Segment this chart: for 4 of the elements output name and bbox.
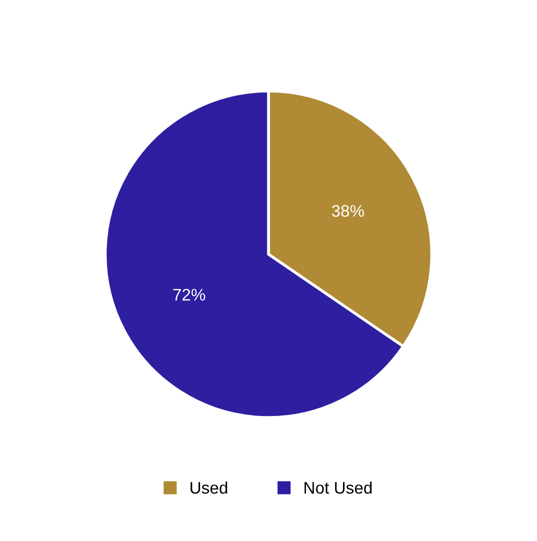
legend-label: Used [190,481,228,494]
data-label: 38% [332,205,364,217]
legend-label: Not Used [304,481,372,494]
data-label: 72% [173,288,206,301]
